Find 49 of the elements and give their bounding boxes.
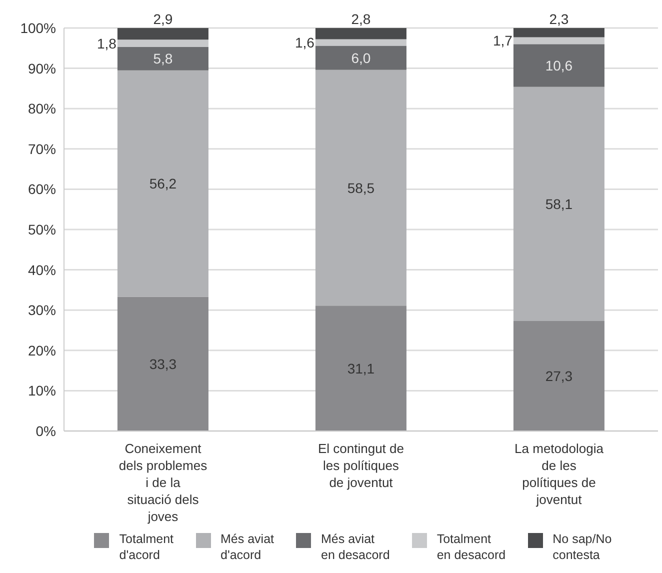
bar <box>513 28 604 38</box>
y-tick-label: 80% <box>28 100 56 117</box>
data-label: 2,9 <box>153 11 173 27</box>
y-tick-label: 20% <box>28 342 56 358</box>
data-label: 27,3 <box>545 368 573 384</box>
data-label: 31,1 <box>347 360 375 376</box>
bar <box>117 70 208 297</box>
bar <box>315 28 406 40</box>
bar <box>315 70 406 306</box>
legend-label: Totalment en desacord <box>436 531 506 563</box>
y-tick-label: 40% <box>28 262 56 278</box>
y-tick-label: 90% <box>28 60 56 76</box>
y-tick-label: 100% <box>20 20 56 36</box>
x-tick-label: La metodologia de les polítiques de joventut <box>514 441 604 507</box>
legend-label: Més aviat en desacord <box>321 531 390 563</box>
bar <box>117 46 208 70</box>
y-tick-label: 10% <box>28 382 56 399</box>
y-tick-label: 60% <box>28 181 56 198</box>
data-label: 6,0 <box>351 50 371 66</box>
bar <box>117 40 208 47</box>
bar <box>315 306 406 431</box>
legend-label: Més aviat d'acord <box>220 531 274 563</box>
data-label: 1,8 <box>96 35 117 52</box>
data-label: 58,5 <box>347 180 375 196</box>
x-tick-label: El contingut de les polítiques de joventut <box>318 441 404 490</box>
y-tick-label: 0% <box>36 422 56 439</box>
bar <box>315 46 406 70</box>
data-label: 58,1 <box>545 196 573 212</box>
data-label: 1,6 <box>294 34 315 51</box>
data-label: 33,3 <box>149 356 177 372</box>
bar <box>513 86 604 321</box>
bar <box>117 296 208 431</box>
bar <box>513 44 604 87</box>
legend-label: Totalment d'acord <box>119 531 174 563</box>
legend-label: No sap/No contesta <box>552 531 612 563</box>
bar <box>117 28 208 40</box>
data-label: 10,6 <box>545 57 573 74</box>
x-tick-label: Coneixement dels problemes i de la situació dels joves <box>118 441 208 524</box>
bar <box>513 320 604 431</box>
y-tick-label: 50% <box>28 221 56 238</box>
data-label: 1,7 <box>492 32 513 49</box>
y-tick-label: 30% <box>28 302 56 318</box>
data-label: 2,3 <box>549 11 569 27</box>
bar <box>315 39 406 46</box>
data-label: 5,8 <box>153 50 173 67</box>
y-tick-label: 70% <box>28 140 56 157</box>
data-label: 2,8 <box>351 11 371 27</box>
bar <box>513 37 604 44</box>
data-label: 56,2 <box>149 176 177 192</box>
